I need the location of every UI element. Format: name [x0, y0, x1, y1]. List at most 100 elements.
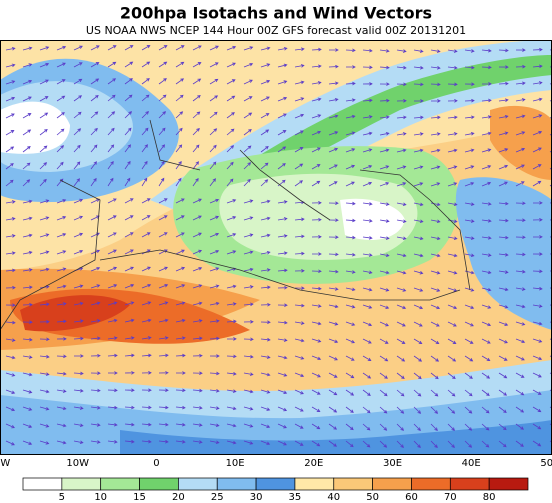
wind-arrow	[447, 115, 458, 120]
wind-arrow	[243, 199, 254, 204]
wind-arrow	[226, 45, 237, 51]
wind-arrow	[90, 388, 101, 393]
wind-arrow	[362, 389, 371, 396]
wind-arrow	[413, 338, 423, 345]
wind-arrow	[158, 94, 167, 102]
wind-arrow	[464, 132, 475, 136]
wind-arrow	[39, 319, 50, 324]
wind-arrow	[22, 129, 32, 136]
wind-arrow	[243, 406, 254, 411]
wind-arrow	[413, 49, 424, 53]
wind-arrow	[277, 268, 288, 273]
wind-arrow	[73, 45, 83, 51]
wind-arrow	[464, 65, 475, 70]
wind-arrow	[226, 406, 237, 411]
wind-arrow	[175, 371, 186, 375]
wind-arrow	[515, 423, 524, 430]
wind-arrow	[328, 355, 338, 361]
wind-arrow	[311, 201, 322, 205]
wind-arrow	[107, 94, 116, 102]
wind-arrow	[464, 165, 475, 170]
wind-arrow	[379, 389, 388, 397]
wind-arrow	[345, 201, 356, 206]
wind-arrow	[498, 389, 508, 396]
wind-arrow	[22, 355, 33, 359]
wind-arrow	[22, 372, 33, 377]
wind-arrow	[209, 301, 220, 306]
wind-arrow	[141, 111, 149, 119]
wind-arrow	[464, 219, 475, 223]
wind-arrow	[260, 113, 270, 119]
wind-arrow	[498, 270, 509, 274]
wind-arrow	[396, 287, 407, 292]
wind-arrow	[532, 406, 542, 413]
wind-arrow	[362, 202, 373, 206]
wind-arrow	[532, 130, 543, 136]
wind-arrow	[447, 253, 458, 258]
wind-arrow	[260, 268, 271, 272]
wind-arrow	[515, 98, 526, 102]
wind-arrow	[532, 304, 543, 308]
wind-arrow	[481, 165, 492, 170]
wind-arrow	[243, 354, 254, 359]
wind-arrow	[379, 406, 388, 414]
wind-arrow	[328, 406, 338, 413]
wind-arrow	[379, 49, 390, 53]
wind-arrow	[141, 301, 152, 306]
wind-arrow	[464, 115, 475, 119]
wind-arrow	[311, 64, 322, 69]
wind-arrow	[22, 199, 33, 204]
wind-arrow	[311, 440, 321, 447]
wind-arrow	[413, 287, 424, 292]
wind-arrow	[260, 355, 271, 359]
wind-arrow	[328, 321, 339, 326]
wind-arrow	[430, 236, 441, 241]
wind-arrow	[498, 164, 509, 170]
wind-arrow	[39, 250, 50, 255]
wind-arrow	[209, 267, 220, 272]
wind-arrow	[294, 321, 305, 325]
wind-arrow	[107, 301, 118, 306]
wind-arrow	[447, 82, 458, 87]
wind-arrow	[515, 147, 526, 153]
longitude-label: 0	[153, 458, 159, 469]
wind-arrow	[73, 336, 84, 341]
wind-arrow	[243, 46, 254, 51]
wind-arrow	[158, 318, 169, 323]
wind-arrow	[192, 371, 203, 375]
wind-arrow	[90, 215, 100, 221]
wind-arrow	[5, 303, 16, 307]
wind-arrow	[158, 177, 165, 187]
wind-arrow	[175, 318, 186, 323]
wind-arrow	[430, 287, 441, 292]
wind-arrow	[73, 301, 84, 306]
wind-arrow	[124, 78, 133, 85]
wind-arrow	[124, 198, 134, 204]
wind-arrow	[379, 165, 390, 170]
wind-arrow	[192, 127, 200, 136]
wind-arrow	[277, 63, 288, 68]
wind-arrow	[243, 62, 254, 68]
wind-arrow	[464, 82, 475, 86]
wind-arrow	[294, 217, 305, 222]
wind-arrow	[345, 423, 354, 431]
wind-arrow	[90, 78, 100, 85]
wind-arrow	[481, 82, 492, 86]
wind-arrow	[396, 182, 407, 187]
wind-arrow	[22, 179, 31, 187]
wind-arrow	[379, 355, 389, 362]
wind-arrow	[396, 406, 405, 414]
wind-arrow	[277, 338, 288, 342]
wind-arrow	[90, 94, 99, 102]
wind-arrow	[294, 113, 305, 119]
wind-arrow	[22, 440, 33, 445]
wind-arrow	[243, 233, 254, 238]
wind-arrow	[107, 61, 117, 68]
wind-arrow	[498, 65, 509, 69]
wind-arrow	[260, 162, 269, 170]
wind-arrow	[362, 236, 373, 240]
wind-arrow	[430, 202, 441, 207]
wind-arrow	[515, 372, 525, 378]
wind-arrow	[396, 115, 407, 120]
wind-arrow	[498, 304, 509, 309]
